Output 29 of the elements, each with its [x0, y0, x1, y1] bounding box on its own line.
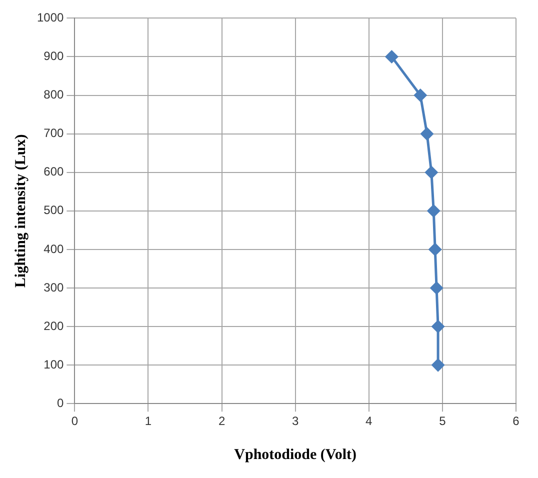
point [385, 50, 398, 63]
y-tick-label: 500 [44, 203, 64, 218]
y-tick-label: 800 [44, 88, 64, 102]
point [432, 358, 444, 372]
y-tick-label: 900 [44, 49, 64, 64]
point [420, 128, 434, 140]
y-tick-label: 700 [44, 126, 64, 140]
x-tick-label: 0 [71, 414, 78, 428]
x-tick-label: 6 [512, 414, 520, 428]
y-tick-label: 300 [44, 280, 64, 294]
x-tick-label: 2 [218, 414, 226, 428]
x-tick-label: 3 [292, 414, 300, 428]
y-axis-title: Lighting intensity (Lux) [12, 134, 29, 288]
x-tick-label: 1 [144, 414, 152, 428]
y-tick-label: 200 [44, 318, 64, 333]
point [414, 89, 427, 102]
point [425, 166, 438, 179]
y-tick-label: 1000 [36, 10, 64, 25]
y-tick-label: 600 [44, 164, 64, 179]
x-tick-label: 4 [366, 414, 373, 428]
y-tick-label: 0 [57, 396, 64, 410]
point [432, 320, 444, 333]
point [430, 282, 443, 294]
x-tick-label: 5 [439, 414, 446, 428]
point [427, 204, 440, 218]
y-tick-label: 400 [44, 242, 64, 256]
x-axis-title: Vphotodiode (Volt) [234, 446, 357, 463]
y-tick-label: 100 [44, 357, 64, 372]
point [428, 243, 442, 256]
